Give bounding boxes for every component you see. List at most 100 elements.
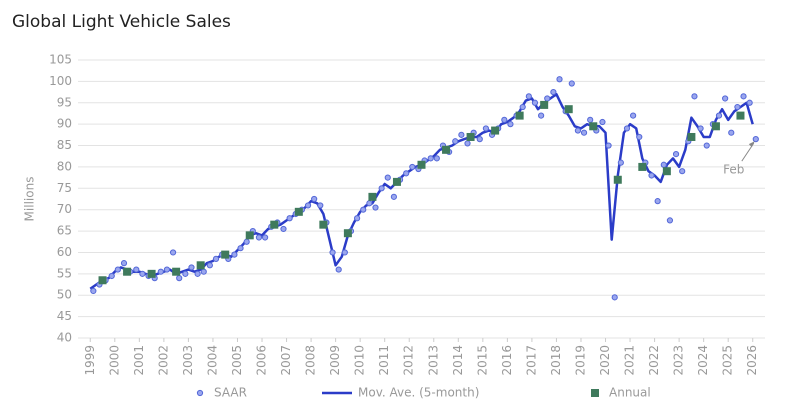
saar-point <box>329 249 336 256</box>
saar-point <box>452 138 459 145</box>
saar-point <box>169 249 177 256</box>
x-tick-label: 2019 <box>573 345 587 376</box>
x-tick-label: 2025 <box>721 345 735 376</box>
x-tick-label: 2008 <box>304 345 318 376</box>
saar-point <box>133 266 140 273</box>
chart-title: Global Light Vehicle Sales <box>12 12 231 32</box>
x-tick-label: 2009 <box>328 345 342 376</box>
y-tick-label: 85 <box>57 138 72 152</box>
x-tick-label: 2021 <box>623 345 637 376</box>
x-tick-label: 2024 <box>696 345 710 376</box>
saar-point <box>587 116 594 123</box>
x-tick-label: 2003 <box>181 345 195 376</box>
saar-point <box>427 155 434 162</box>
annotation-arrowhead <box>748 141 755 148</box>
saar-point <box>255 234 263 241</box>
annual-marker <box>147 269 156 278</box>
annual-marker <box>564 105 573 114</box>
x-tick-label: 2006 <box>255 345 269 376</box>
annual-marker <box>466 132 475 141</box>
x-tick-label: 2007 <box>279 345 293 376</box>
saar-point <box>194 270 201 277</box>
x-tick-label: 2011 <box>377 345 391 376</box>
y-tick-label: 45 <box>57 309 72 323</box>
saar-point <box>90 287 97 295</box>
x-tick-label: 2002 <box>156 345 170 376</box>
saar-point <box>157 268 164 275</box>
saar-point <box>574 127 582 134</box>
annual-marker <box>711 122 720 131</box>
annual-marker <box>368 192 377 201</box>
saar-point <box>538 112 545 119</box>
y-tick-label: 50 <box>57 288 72 302</box>
saar-point <box>617 159 624 166</box>
x-tick-label: 2015 <box>475 345 489 376</box>
y-tick-label: 65 <box>57 224 72 238</box>
saar-point <box>403 170 410 177</box>
saar-point <box>360 206 367 213</box>
saar-point <box>114 266 121 273</box>
saar-point <box>390 193 397 200</box>
saar-point <box>550 88 557 96</box>
saar-point <box>384 174 391 181</box>
annual-marker <box>736 111 745 120</box>
saar-point <box>188 264 195 271</box>
annual-marker <box>491 126 500 135</box>
saar-point <box>568 80 575 87</box>
y-tick-label: 80 <box>57 159 72 173</box>
x-tick-label: 2016 <box>500 345 514 376</box>
annual-marker <box>245 231 254 240</box>
y-tick-label: 60 <box>57 245 72 259</box>
saar-point <box>715 112 723 119</box>
annual-marker <box>392 177 401 186</box>
saar-point <box>672 150 680 158</box>
x-tick-label: 2022 <box>647 345 661 376</box>
annual-marker <box>172 267 181 276</box>
saar-point <box>531 99 539 106</box>
saar-point <box>433 155 440 162</box>
saar-point <box>261 234 269 241</box>
saar-point <box>243 238 250 245</box>
y-tick-label: 90 <box>57 117 72 131</box>
saar-point <box>752 136 759 143</box>
saar-point <box>353 215 361 222</box>
saar-point <box>317 202 324 209</box>
saar-point <box>519 103 526 111</box>
legend-label: Annual <box>609 386 651 400</box>
y-axis-label: Millions <box>23 177 37 222</box>
saar-point <box>636 133 643 141</box>
saar-point <box>580 129 588 136</box>
saar-point <box>746 99 753 106</box>
saar-point <box>120 260 128 267</box>
annual-marker <box>687 132 696 141</box>
saar-point <box>556 76 563 83</box>
saar-point <box>666 217 674 224</box>
x-tick-label: 1999 <box>83 345 97 376</box>
annual-marker <box>662 167 671 176</box>
y-tick-label: 100 <box>49 74 72 88</box>
saar-point <box>605 142 612 149</box>
saar-point <box>703 142 710 149</box>
saar-point <box>335 266 342 273</box>
legend-swatch <box>196 389 204 397</box>
x-tick-label: 2023 <box>672 345 686 376</box>
saar-point <box>286 215 293 222</box>
annual-marker <box>196 261 205 270</box>
x-tick-label: 2018 <box>549 345 563 376</box>
annual-marker <box>123 267 132 276</box>
annual-marker <box>98 276 107 285</box>
saar-point <box>378 185 385 192</box>
saar-point <box>660 161 667 168</box>
x-tick-label: 2005 <box>230 345 244 376</box>
saar-point <box>163 266 171 273</box>
saar-point <box>200 268 207 275</box>
saar-point <box>139 270 146 277</box>
saar-point <box>409 163 416 171</box>
saar-point <box>341 249 348 256</box>
saar-point <box>599 118 606 126</box>
annual-marker <box>294 207 303 216</box>
y-tick-label: 70 <box>57 202 72 216</box>
x-tick-label: 2012 <box>402 345 416 376</box>
legend-label: Mov. Ave. (5-month) <box>358 386 479 400</box>
saar-point <box>697 125 704 132</box>
